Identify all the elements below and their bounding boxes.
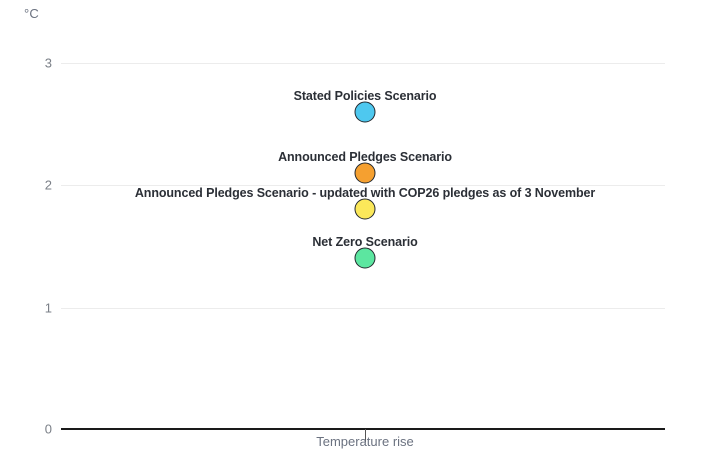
point-label: Announced Pledges Scenario - updated wit… — [134, 186, 596, 201]
gridline-1 — [61, 308, 665, 309]
y-tick-label-2: 2 — [44, 177, 52, 193]
gridline-2 — [61, 185, 665, 186]
y-tick-label-1: 1 — [44, 300, 52, 316]
plot-area: Stated Policies Scenario Announced Pledge… — [61, 0, 665, 463]
y-tick-label-3: 3 — [44, 55, 52, 71]
y-axis-unit-label: °C — [24, 6, 39, 21]
point-label: Net Zero Scenario — [312, 235, 418, 250]
y-axis-tick-labels: 3 2 1 0 — [0, 0, 52, 463]
x-axis-title: Temperature rise — [316, 434, 414, 449]
data-point-marker[interactable] — [354, 198, 376, 220]
x-axis-line — [61, 428, 665, 430]
data-point-marker[interactable] — [354, 162, 376, 184]
data-point-marker[interactable] — [354, 247, 376, 269]
point-label: Announced Pledges Scenario — [278, 149, 452, 164]
y-tick-label-0: 0 — [44, 421, 52, 437]
x-axis-tick-mark — [365, 429, 366, 442]
gridline-3 — [61, 63, 665, 64]
data-point-marker[interactable] — [354, 101, 376, 123]
point-label: Stated Policies Scenario — [293, 88, 437, 103]
